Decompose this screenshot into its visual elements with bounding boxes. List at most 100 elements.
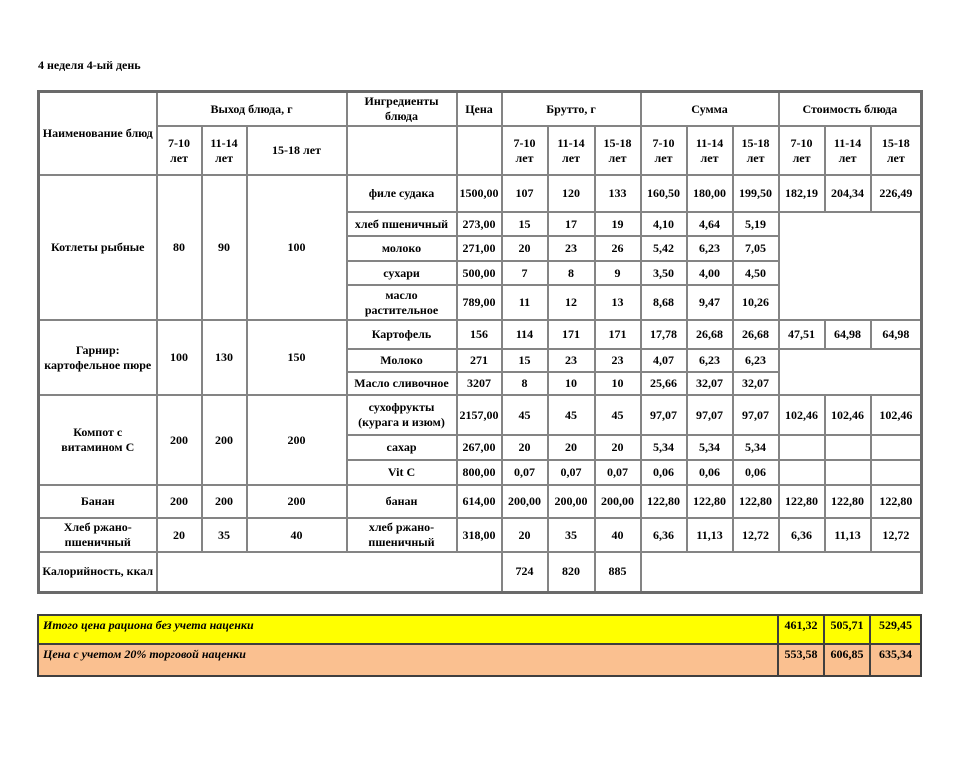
sum-cell: 4,10 — [639, 211, 688, 237]
cost-cell: 102,46 — [777, 394, 826, 436]
gross-cell: 20 — [546, 434, 596, 461]
gross-cell: 114 — [500, 319, 549, 350]
summary-value: 529,45 — [869, 613, 922, 645]
cost-cell: 102,46 — [869, 394, 923, 436]
output-cell: 35 — [200, 517, 248, 553]
header-ingredients: Ингредиенты блюда — [345, 90, 458, 127]
header-blank-cell — [455, 125, 503, 176]
gross-cell: 45 — [546, 394, 596, 436]
sum-cell: 4,50 — [731, 260, 780, 286]
cost-cell: 204,34 — [823, 174, 872, 213]
ingredient-cell: филе судака — [345, 174, 458, 213]
header-age-group: 7-10 лет — [777, 125, 826, 176]
header-age-group: 15-18 лет — [245, 125, 348, 176]
table-row: молоко 271,00 20 23 26 5,42 6,23 7,05 — [39, 235, 922, 262]
output-cell: 150 — [245, 319, 348, 396]
dish-name-cell: Компот с витамином С — [37, 394, 158, 486]
gross-cell: 7 — [500, 260, 549, 286]
cost-blank-cell — [869, 459, 923, 486]
cost-cell: 102,46 — [823, 394, 872, 436]
sum-cell: 180,00 — [685, 174, 734, 213]
table-row: Хлеб ржано-пшеничный 20 35 40 хлеб ржано… — [37, 517, 923, 553]
calories-value-cell: 820 — [546, 551, 596, 593]
gross-cell: 200,00 — [546, 484, 596, 519]
dish-name-cell: Банан — [37, 484, 158, 519]
gross-cell: 171 — [546, 319, 596, 350]
gross-cell: 35 — [546, 517, 596, 553]
summary-value: 505,71 — [823, 613, 871, 645]
price-cell: 1500,00 — [455, 174, 503, 213]
sum-cell: 7,05 — [731, 235, 780, 262]
header-price: Цена — [455, 90, 503, 127]
gross-cell: 133 — [593, 174, 642, 213]
sum-cell: 5,34 — [731, 434, 780, 461]
cost-blank-cell — [823, 459, 872, 486]
gross-cell: 40 — [593, 517, 642, 553]
cost-blank-cell — [869, 434, 923, 461]
sum-cell: 122,80 — [639, 484, 688, 519]
cost-merged-blank-cell — [777, 348, 923, 396]
gross-cell: 10 — [593, 371, 642, 396]
price-cell: 271 — [455, 348, 503, 373]
cost-cell: 64,98 — [823, 319, 872, 350]
price-cell: 156 — [455, 319, 503, 350]
output-cell: 200 — [245, 484, 348, 519]
summary-table: Итого цена рациона без учета наценки 461… — [37, 613, 922, 677]
gross-cell: 15 — [500, 211, 549, 237]
ingredient-cell: Картофель — [345, 319, 458, 350]
table-row: хлеб пшеничный 273,00 15 17 19 4,10 4,64… — [39, 211, 923, 321]
output-cell: 200 — [200, 484, 248, 519]
sum-cell: 5,34 — [685, 434, 734, 461]
header-age-group: 11-14 лет — [546, 125, 596, 176]
cost-cell: 226,49 — [869, 174, 923, 213]
gross-cell: 23 — [593, 348, 642, 373]
output-cell: 100 — [245, 174, 348, 321]
gross-cell: 8 — [500, 371, 549, 396]
sum-cell: 4,07 — [639, 348, 688, 373]
cost-blank-cell — [777, 434, 826, 461]
header-age-group: 7-10 лет — [155, 125, 203, 176]
ingredient-cell: сахар — [345, 434, 458, 461]
output-cell: 200 — [155, 484, 203, 519]
summary-value: 606,85 — [823, 642, 871, 677]
cost-cell: 182,19 — [777, 174, 826, 213]
price-cell: 2157,00 — [455, 394, 503, 436]
sum-cell: 199,50 — [731, 174, 780, 213]
gross-cell: 20 — [500, 434, 549, 461]
gross-cell: 200,00 — [500, 484, 549, 519]
header-age-group: 7-10 лет — [639, 125, 688, 176]
price-cell: 318,00 — [455, 517, 503, 553]
gross-cell: 0,07 — [500, 459, 549, 486]
summary-row-markup: Цена с учетом 20% торговой наценки 553,5… — [37, 642, 922, 677]
header-cost: Стоимость блюда — [777, 90, 923, 127]
sum-cell: 6,23 — [685, 348, 734, 373]
calories-merged-blank-cell — [639, 551, 923, 593]
gross-cell: 107 — [500, 174, 549, 213]
sum-cell: 5,34 — [639, 434, 688, 461]
sum-cell: 5,19 — [731, 211, 780, 237]
menu-cost-table: Наименование блюд Выход блюда, г Ингреди… — [37, 90, 924, 594]
summary-row-total: Итого цена рациона без учета наценки 461… — [37, 613, 922, 645]
price-cell: 273,00 — [455, 211, 503, 237]
table-row: Молоко 271 15 23 23 4,07 6,23 6,23 — [39, 348, 923, 396]
gross-cell: 15 — [500, 348, 549, 373]
output-cell: 20 — [155, 517, 203, 553]
cost-cell: 47,51 — [777, 319, 826, 350]
gross-cell: 19 — [593, 211, 642, 237]
ingredient-cell: молоко — [345, 235, 458, 262]
gross-cell: 45 — [500, 394, 549, 436]
output-cell: 200 — [155, 394, 203, 486]
gross-cell: 26 — [593, 235, 642, 262]
header-age-group: 15-18 лет — [731, 125, 780, 176]
summary-label: Итого цена рациона без учета наценки — [37, 613, 779, 645]
gross-cell: 20 — [593, 434, 642, 461]
price-cell: 614,00 — [455, 484, 503, 519]
calories-row: Калорийность, ккал 724 820 885 — [37, 551, 923, 593]
gross-cell: 0,07 — [593, 459, 642, 486]
sum-cell: 0,06 — [731, 459, 780, 486]
table-row: Банан 200 200 200 банан 614,00 200,00 20… — [37, 484, 923, 519]
cost-cell: 122,80 — [869, 484, 923, 519]
header-gross: Брутто, г — [500, 90, 642, 127]
summary-value: 461,32 — [777, 613, 825, 645]
table-row: Котлеты рыбные 80 90 100 филе судака 150… — [37, 174, 923, 321]
